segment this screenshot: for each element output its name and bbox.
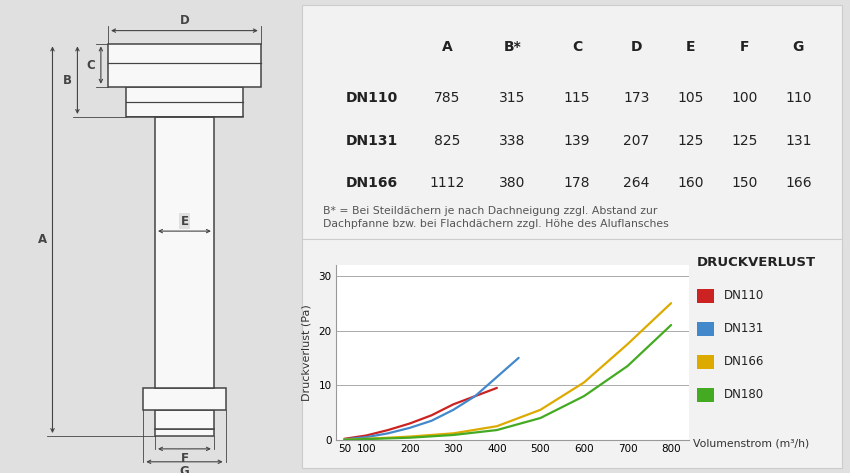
Text: Volumenstrom (m³/h): Volumenstrom (m³/h) bbox=[693, 438, 809, 449]
Text: 110: 110 bbox=[785, 91, 812, 105]
Text: E: E bbox=[686, 40, 695, 54]
Polygon shape bbox=[144, 388, 225, 410]
Text: 125: 125 bbox=[677, 133, 704, 148]
Text: C: C bbox=[86, 59, 95, 71]
Text: DRUCKVERLUST: DRUCKVERLUST bbox=[697, 256, 816, 269]
Text: 1112: 1112 bbox=[430, 175, 465, 190]
Polygon shape bbox=[155, 117, 214, 388]
Text: B* = Bei Steildächern je nach Dachneigung zzgl. Abstand zur
Dachpfanne bzw. bei : B* = Bei Steildächern je nach Dachneigun… bbox=[323, 206, 669, 229]
Text: 139: 139 bbox=[564, 133, 590, 148]
Text: A: A bbox=[442, 40, 453, 54]
Text: 380: 380 bbox=[499, 175, 525, 190]
Text: DN166: DN166 bbox=[346, 175, 398, 190]
Text: 825: 825 bbox=[434, 133, 461, 148]
Text: 166: 166 bbox=[785, 175, 812, 190]
Text: 100: 100 bbox=[731, 91, 757, 105]
Text: DN131: DN131 bbox=[346, 133, 398, 148]
Text: DN166: DN166 bbox=[724, 355, 764, 368]
Text: 173: 173 bbox=[623, 91, 649, 105]
Polygon shape bbox=[155, 410, 214, 429]
Text: 338: 338 bbox=[499, 133, 525, 148]
Text: 315: 315 bbox=[499, 91, 525, 105]
Y-axis label: Druckverlust (Pa): Druckverlust (Pa) bbox=[302, 304, 311, 401]
Text: D: D bbox=[179, 14, 190, 27]
Text: 207: 207 bbox=[623, 133, 649, 148]
Text: 105: 105 bbox=[677, 91, 704, 105]
Text: DN180: DN180 bbox=[724, 388, 764, 402]
Text: B*: B* bbox=[503, 40, 521, 54]
Text: F: F bbox=[180, 452, 189, 465]
Text: DN131: DN131 bbox=[724, 322, 764, 335]
Text: C: C bbox=[572, 40, 582, 54]
Text: D: D bbox=[631, 40, 642, 54]
Text: 160: 160 bbox=[677, 175, 704, 190]
Text: B: B bbox=[63, 74, 71, 87]
Text: 264: 264 bbox=[623, 175, 649, 190]
Text: E: E bbox=[180, 215, 189, 228]
Text: G: G bbox=[179, 465, 190, 473]
Text: F: F bbox=[740, 40, 749, 54]
Text: 125: 125 bbox=[731, 133, 757, 148]
Polygon shape bbox=[155, 429, 214, 436]
Text: 150: 150 bbox=[731, 175, 757, 190]
Text: DN110: DN110 bbox=[346, 91, 398, 105]
Text: G: G bbox=[793, 40, 804, 54]
Text: A: A bbox=[37, 233, 47, 246]
Text: 115: 115 bbox=[564, 91, 590, 105]
Text: 178: 178 bbox=[564, 175, 590, 190]
Text: 131: 131 bbox=[785, 133, 812, 148]
Polygon shape bbox=[126, 87, 243, 117]
Text: 785: 785 bbox=[434, 91, 461, 105]
Text: DN110: DN110 bbox=[724, 289, 764, 302]
Polygon shape bbox=[108, 44, 261, 87]
